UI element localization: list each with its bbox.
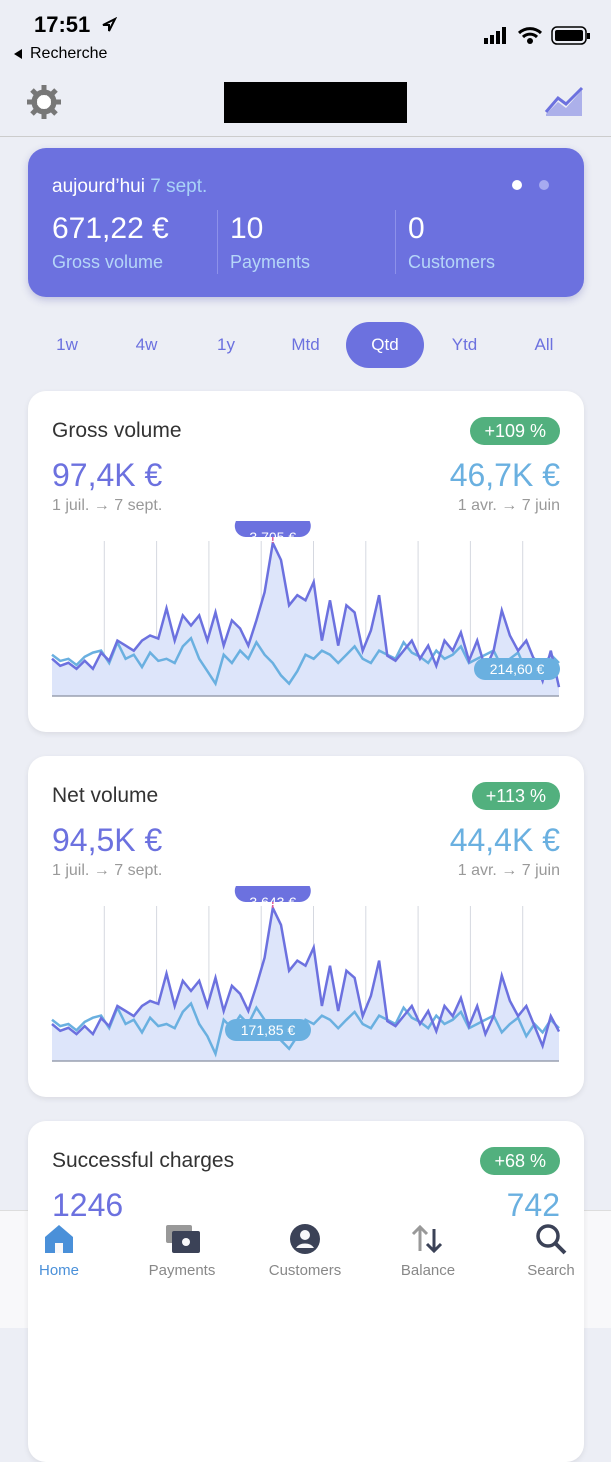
stat-label: Customers bbox=[408, 252, 496, 272]
value-label: 214,60 € bbox=[490, 661, 545, 677]
peak-pill bbox=[234, 521, 311, 537]
period-option[interactable]: 4w bbox=[135, 335, 158, 354]
tab-label[interactable]: Search bbox=[527, 1262, 575, 1279]
period-option[interactable]: Ytd bbox=[451, 335, 478, 354]
change-badge: +109 % bbox=[470, 417, 560, 445]
previous-value: 46,7K € bbox=[449, 457, 560, 493]
location-icon bbox=[102, 17, 117, 32]
stat-value: 10 bbox=[230, 212, 264, 245]
date-label: aujourd’hui bbox=[52, 176, 145, 197]
tab-label[interactable]: Customers bbox=[268, 1262, 342, 1279]
status-time: 17:51 bbox=[34, 12, 91, 37]
settings-icon[interactable] bbox=[26, 84, 62, 120]
stat-divider bbox=[395, 210, 396, 274]
reports-icon[interactable] bbox=[544, 86, 586, 118]
previous-value: 44,4K € bbox=[449, 822, 560, 858]
stat-value: 0 bbox=[408, 212, 425, 245]
stat-divider bbox=[217, 210, 218, 274]
sparkline-chart: 3 705 € 214,60 € bbox=[51, 521, 561, 697]
metric-card[interactable]: Gross volume +109 % 97,4K € 46,7K € 1 juil. … bbox=[28, 391, 584, 732]
previous-line bbox=[51, 635, 560, 687]
period-option[interactable]: All bbox=[534, 335, 554, 354]
current-line bbox=[51, 538, 561, 688]
back-label[interactable]: Recherche bbox=[30, 45, 108, 62]
stat-value: 671,22 € bbox=[52, 212, 169, 245]
period-option[interactable]: 1w bbox=[56, 335, 78, 354]
current-value: 97,4K € bbox=[52, 457, 163, 493]
app-screen: 17:51 Recherche aujourd’hui 7 sept. 671,… bbox=[0, 12, 611, 1462]
current-value: 1246 bbox=[52, 1187, 124, 1223]
card-title: Gross volume bbox=[52, 419, 182, 442]
period-option[interactable]: Mtd bbox=[291, 335, 320, 354]
metric-card[interactable]: Net volume +113 % 94,5K € 44,4K € 1 juil. → … bbox=[28, 756, 584, 1097]
tab-icon[interactable] bbox=[41, 1221, 77, 1257]
tab-icon[interactable] bbox=[533, 1221, 569, 1257]
change-badge: +113 % bbox=[471, 782, 560, 810]
period-option[interactable]: Qtd bbox=[371, 335, 399, 354]
tab-icon[interactable] bbox=[410, 1221, 446, 1257]
card-title: Net volume bbox=[52, 784, 159, 807]
peak-pill bbox=[234, 886, 311, 902]
tab-label[interactable]: Home bbox=[38, 1262, 79, 1279]
date-line: aujourd’hui 7 sept. bbox=[52, 176, 207, 198]
metric-card[interactable]: Successful charges +68 % 1246 742 bbox=[28, 1121, 584, 1462]
back-arrow[interactable] bbox=[12, 48, 24, 60]
stat-label: Gross volume bbox=[52, 252, 164, 272]
previous-value: 742 bbox=[506, 1187, 560, 1223]
previous-line bbox=[51, 1001, 560, 1058]
page-dot bbox=[512, 180, 522, 190]
change-badge: +68 % bbox=[480, 1147, 560, 1175]
page-dot bbox=[539, 180, 549, 190]
previous-range: 1 avr. → 7 juin bbox=[457, 497, 560, 514]
date: 7 sept. bbox=[150, 176, 208, 197]
period-option[interactable]: 1y bbox=[217, 335, 235, 354]
stat-label: Payments bbox=[230, 252, 311, 272]
value-pill bbox=[225, 1019, 311, 1041]
sparkline-chart: 3 643 € 171,85 € bbox=[51, 886, 561, 1062]
value-pill bbox=[474, 658, 560, 680]
tab-icon[interactable] bbox=[164, 1221, 200, 1257]
tab-icon[interactable] bbox=[287, 1221, 323, 1257]
current-range: 1 juil. → 7 sept. bbox=[52, 497, 163, 514]
card-title: Successful charges bbox=[52, 1149, 235, 1172]
current-line bbox=[51, 903, 561, 1050]
current-value: 94,5K € bbox=[52, 822, 163, 858]
redacted-logo bbox=[224, 82, 407, 123]
previous-range: 1 avr. → 7 juin bbox=[457, 862, 560, 879]
status-icons bbox=[484, 26, 590, 45]
value-label: 171,85 € bbox=[241, 1022, 296, 1038]
peak-label: 3 705 € bbox=[249, 529, 296, 545]
summary-card[interactable]: aujourd’hui 7 sept. 671,22 € Gross volume… bbox=[28, 148, 584, 297]
peak-label: 3 643 € bbox=[249, 894, 296, 910]
tab-label[interactable]: Balance bbox=[400, 1262, 456, 1279]
current-range: 1 juil. → 7 sept. bbox=[52, 862, 163, 879]
header-divider bbox=[0, 136, 611, 137]
period-selected-pill bbox=[346, 322, 424, 368]
tab-label[interactable]: Payments bbox=[148, 1262, 216, 1279]
